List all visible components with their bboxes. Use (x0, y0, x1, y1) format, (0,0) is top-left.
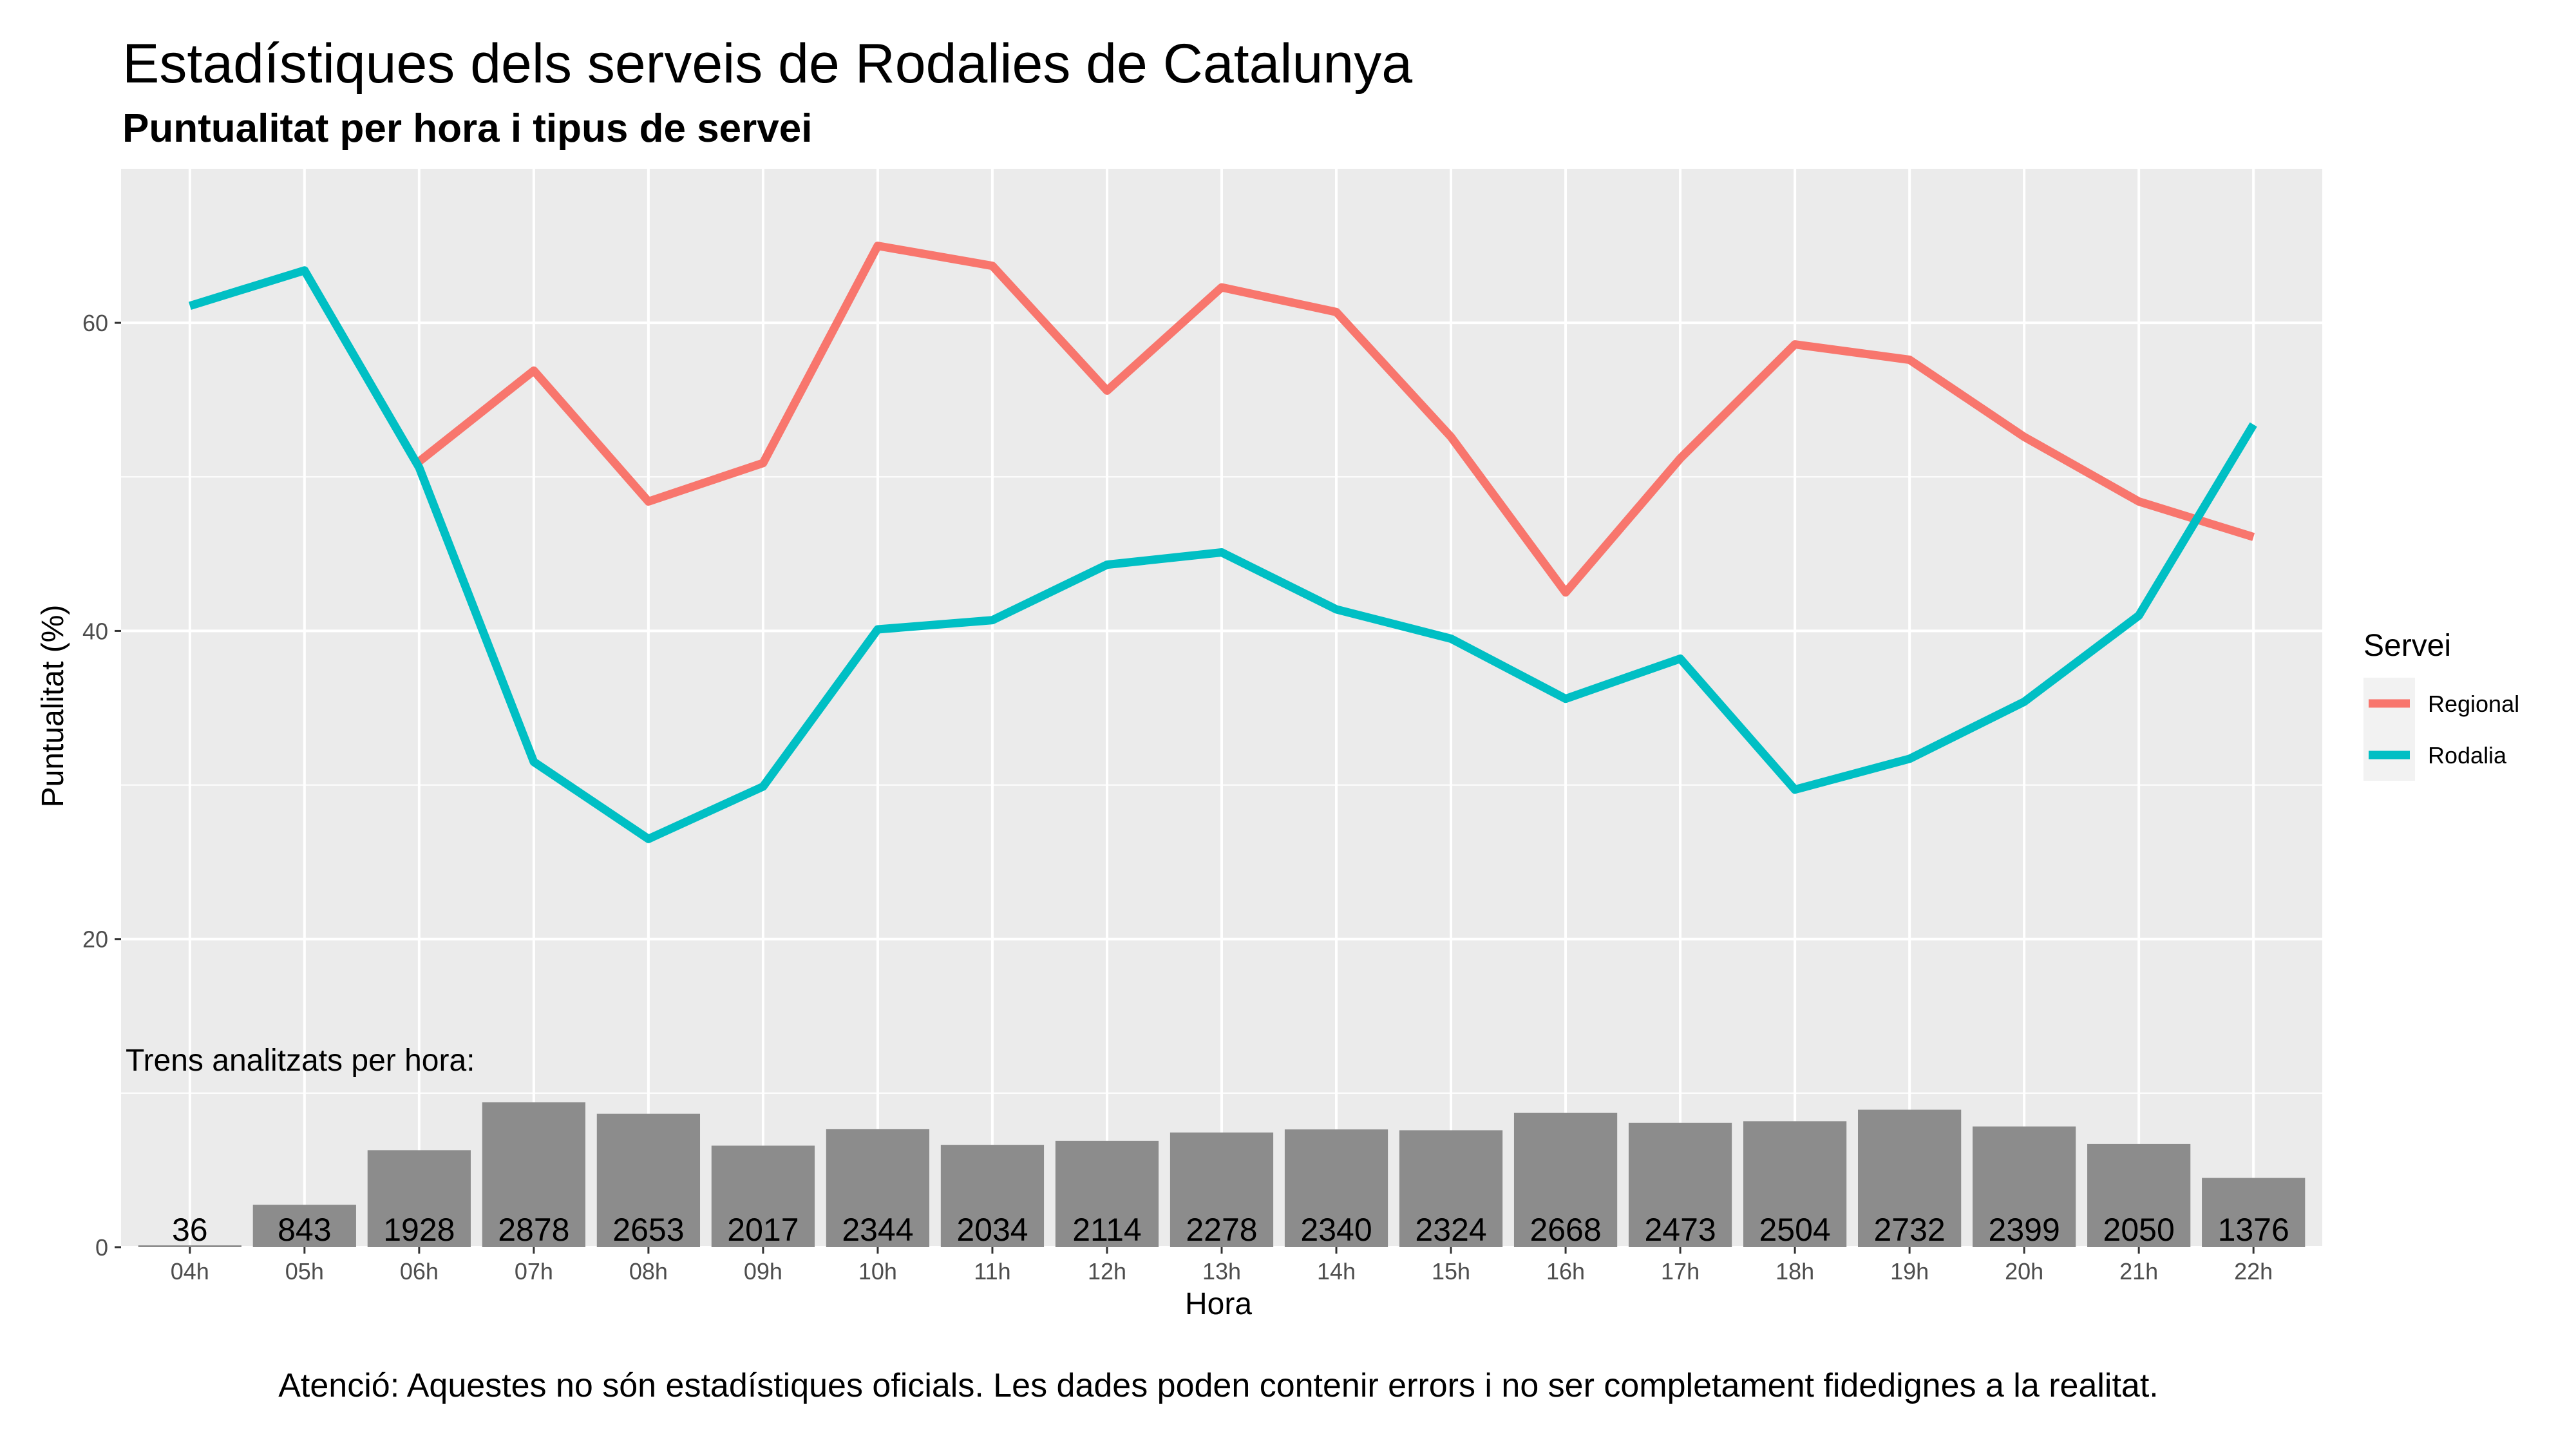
y-tick-label: 40 (82, 618, 108, 644)
bar-11h (940, 1145, 1045, 1247)
x-tick-label-04h: 04h (171, 1258, 209, 1285)
bar-label-05h: 843 (278, 1212, 331, 1248)
x-tick-label-07h: 07h (515, 1258, 553, 1285)
x-tick-label-18h: 18h (1776, 1258, 1814, 1285)
x-tick-label-17h: 17h (1661, 1258, 1700, 1285)
legend-label-regional: Regional (2428, 691, 2519, 717)
bar-label-09h: 2017 (727, 1212, 799, 1248)
bar-label-12h: 2114 (1072, 1212, 1142, 1248)
x-tick-label-11h: 11h (974, 1258, 1010, 1285)
bar-label-15h: 2324 (1415, 1212, 1486, 1248)
x-tick-label-08h: 08h (629, 1258, 668, 1285)
bar-04h (138, 1245, 242, 1247)
x-tick-label-06h: 06h (400, 1258, 439, 1285)
chart-title: Estadístiques dels serveis de Rodalies d… (122, 33, 1412, 95)
bar-06h (367, 1150, 471, 1247)
x-axis-title: Hora (1185, 1287, 1252, 1321)
y-axis-title: Puntualitat (%) (36, 605, 70, 808)
bar-12h (1055, 1140, 1159, 1247)
x-tick-label-21h: 21h (2119, 1258, 2158, 1285)
bar-22h (2202, 1178, 2306, 1247)
y-tick-label: 60 (82, 310, 108, 336)
x-tick-label-13h: 13h (1202, 1258, 1241, 1285)
bar-19h (1858, 1109, 1962, 1247)
series-line-rodalia (188, 266, 2257, 843)
legend-title: Servei (2363, 629, 2451, 663)
bar-label-11h: 2034 (956, 1212, 1028, 1248)
x-tick-label-09h: 09h (744, 1258, 782, 1285)
bar-13h (1170, 1132, 1274, 1247)
bar-15h (1399, 1130, 1503, 1247)
bar-14h (1284, 1129, 1388, 1247)
bar-label-07h: 2878 (498, 1212, 569, 1248)
bar-label-06h: 1928 (383, 1212, 455, 1248)
caption: Atenció: Aquestes no són estadístiques o… (278, 1367, 2159, 1404)
bar-17h (1628, 1122, 1732, 1247)
bar-label-22h: 1376 (2218, 1212, 2289, 1248)
legend: Servei Regional Rodalia (2363, 629, 2519, 781)
bar-labels-layer: 36 843 1928 2878 2653 2017 2344 2034 2114 2278 234… (172, 1212, 2289, 1248)
major-gridlines (121, 169, 2322, 1248)
lines-layer (188, 242, 2257, 843)
bar-label-14h: 2340 (1300, 1212, 1372, 1248)
bar-05h (252, 1205, 356, 1247)
bar-20h (1973, 1126, 2076, 1247)
bar-label-20h: 2399 (1989, 1212, 2060, 1248)
x-tick-label-15h: 15h (1432, 1258, 1470, 1285)
bar-label-08h: 2653 (612, 1212, 684, 1248)
chart-subtitle: Puntualitat per hora i tipus de servei (122, 106, 812, 151)
bars-layer (138, 1102, 2306, 1247)
bars-annotation: Trens analitzats per hora: (126, 1044, 475, 1078)
x-tick-label-10h: 10h (858, 1258, 897, 1285)
bar-16h (1513, 1113, 1618, 1247)
x-tick-label-16h: 16h (1546, 1258, 1585, 1285)
series-line-regional (416, 242, 2255, 597)
legend-label-rodalia: Rodalia (2428, 742, 2507, 769)
bar-21h (2087, 1143, 2191, 1247)
y-axis-ticks: 0 20 40 60 (82, 310, 121, 1261)
x-tick-label-19h: 19h (1890, 1258, 1929, 1285)
bar-label-17h: 2473 (1644, 1212, 1716, 1248)
x-tick-label-05h: 05h (285, 1258, 324, 1285)
x-tick-label-20h: 20h (2005, 1258, 2043, 1285)
bar-10h (826, 1129, 930, 1247)
x-tick-label-22h: 22h (2234, 1258, 2273, 1285)
bar-label-10h: 2344 (842, 1212, 913, 1248)
bar-09h (711, 1145, 815, 1247)
bar-18h (1743, 1121, 1847, 1247)
bar-label-18h: 2504 (1759, 1212, 1830, 1248)
x-tick-label-12h: 12h (1088, 1258, 1126, 1285)
bar-label-13h: 2278 (1186, 1212, 1257, 1248)
y-tick-label: 0 (95, 1234, 108, 1261)
bar-label-19h: 2732 (1874, 1212, 1946, 1248)
bar-label-21h: 2050 (2103, 1212, 2175, 1248)
bar-label-04h: 36 (172, 1212, 208, 1248)
bar-label-16h: 2668 (1530, 1212, 1601, 1248)
x-tick-label-14h: 14h (1317, 1258, 1356, 1285)
bar-08h (596, 1113, 701, 1247)
bar-07h (482, 1102, 585, 1247)
y-tick-label: 20 (82, 926, 108, 953)
x-axis-ticks: 04h 05h 06h 07h 08h 09h 10h 11h 12h 13h 14h 15h 16h 1… (171, 1247, 2273, 1285)
